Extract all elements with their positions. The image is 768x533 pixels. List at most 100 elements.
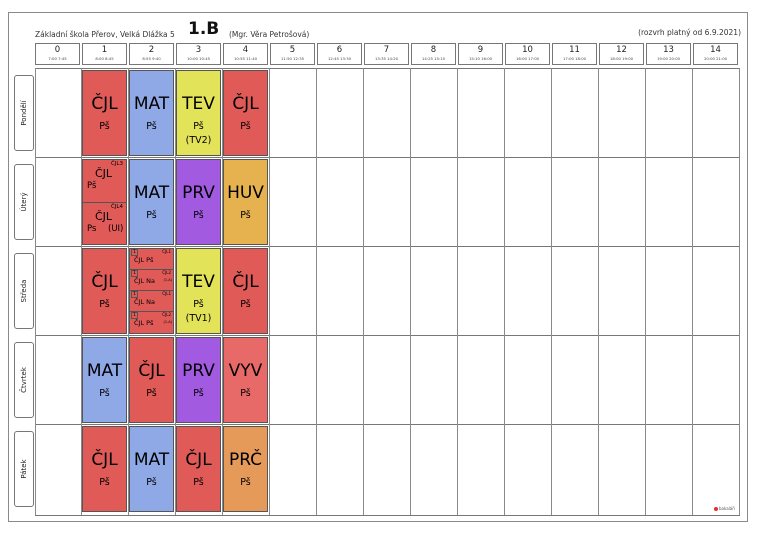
- lesson-subject: ČJL: [91, 272, 118, 292]
- grid-col-line: [35, 68, 36, 515]
- lesson-card[interactable]: HUV Pš: [223, 159, 268, 245]
- grid-col-line: [457, 68, 458, 515]
- lesson-subject: ČJL: [232, 94, 259, 114]
- lesson-teacher: Pš: [99, 299, 110, 310]
- grid-col-line: [598, 68, 599, 515]
- grid-row-line: [35, 335, 740, 336]
- period-time: 15:10 16:00: [468, 56, 493, 61]
- lesson-card[interactable]: TEV Pš (TV1): [176, 248, 221, 334]
- day-name: Pátek: [20, 459, 28, 479]
- period-number: 14: [710, 45, 721, 55]
- lesson-teacher: Pš: [240, 477, 251, 488]
- split-lesson-card[interactable]: ČJL3 ČJL Pš ČJL4 ČJL Ps (UI): [82, 159, 127, 245]
- grid-col-line: [175, 68, 176, 515]
- period-number: 13: [663, 45, 674, 55]
- lesson-subject: ČJL: [232, 272, 259, 292]
- day-label-thursday: Čtvrtek: [14, 342, 34, 418]
- grid-col-line: [81, 68, 82, 515]
- grid-col-line: [504, 68, 505, 515]
- lesson-group: ČJL2: [162, 312, 171, 317]
- lesson-card[interactable]: ČJL Pš: [223, 70, 268, 156]
- lesson-teacher: Pš: [99, 388, 110, 399]
- period-time: 16:00 17:00: [515, 56, 540, 61]
- group-number: 1: [131, 312, 138, 319]
- lesson-card[interactable]: PRV Pš: [176, 337, 221, 423]
- lesson-card[interactable]: ČJL Pš: [223, 248, 268, 334]
- lesson-card[interactable]: ČJL Pš: [176, 426, 221, 512]
- period-header: 5 11:50 12:35: [270, 43, 315, 65]
- lesson-text: ČJL Pš: [134, 256, 154, 264]
- grid-col-line: [269, 68, 270, 515]
- lesson-subject: TEV: [182, 272, 215, 292]
- lesson-card[interactable]: MAT Pš: [129, 70, 174, 156]
- period-number: 11: [569, 45, 580, 55]
- lesson-room: (1.A): [163, 278, 172, 282]
- group-lesson-row[interactable]: 1 ČJL2 ČJL Pš (1.A): [130, 312, 173, 333]
- lesson-subject: ČJL: [91, 94, 118, 114]
- lesson-subject: MAT: [133, 450, 170, 470]
- grid-col-line: [692, 68, 693, 515]
- grid-col-line: [128, 68, 129, 515]
- group-lesson-row[interactable]: 1 ČJL2 ČJL Na (1.A): [130, 270, 173, 291]
- split-lesson-part[interactable]: ČJL3 ČJL Pš: [83, 160, 126, 203]
- period-number: 1: [101, 45, 108, 55]
- period-header: 6 12:45 13:30: [317, 43, 362, 65]
- class-name: 1.B: [188, 19, 220, 39]
- lesson-teacher: Pš: [99, 121, 110, 132]
- lesson-teacher: Pš: [240, 388, 251, 399]
- lesson-teacher: Pš: [146, 210, 157, 221]
- lesson-card[interactable]: VYV Pš: [223, 337, 268, 423]
- period-time: 10:55 11:40: [233, 56, 258, 61]
- class-teacher: (Mgr. Věra Petrošová): [229, 30, 310, 39]
- lesson-card[interactable]: PRČ Pš: [223, 426, 268, 512]
- split-lesson-part[interactable]: ČJL4 ČJL Ps (UI): [83, 203, 126, 244]
- period-time: 12:45 13:30: [327, 56, 352, 61]
- grid-row-line: [35, 157, 740, 158]
- period-header: 11 17:00 18:00: [552, 43, 597, 65]
- group-number: 1: [131, 249, 138, 256]
- lesson-teacher: Pš: [240, 299, 251, 310]
- period-header: 14 20:00 21:00: [693, 43, 738, 65]
- lesson-card[interactable]: TEV Pš (TV2): [176, 70, 221, 156]
- lesson-group: ČJL2: [162, 270, 171, 275]
- validity-note: (rozvrh platný od 6.9.2021): [638, 28, 741, 37]
- lesson-subject: ČJL: [95, 167, 113, 180]
- lesson-teacher: Pš: [193, 210, 204, 221]
- lesson-card[interactable]: PRV Pš: [176, 159, 221, 245]
- day-label-tuesday: Úterý: [14, 164, 34, 240]
- period-time: 20:00 21:00: [703, 56, 728, 61]
- lesson-card[interactable]: MAT Pš: [129, 159, 174, 245]
- day-name: Pondělí: [20, 100, 28, 126]
- grid-row-line: [35, 424, 740, 425]
- grid-col-line: [410, 68, 411, 515]
- period-time: 19:00 20:00: [656, 56, 681, 61]
- lesson-teacher: Ps: [87, 224, 97, 234]
- lesson-subject: ČJL: [185, 450, 212, 470]
- day-label-monday: Pondělí: [14, 75, 34, 151]
- grid-row-line: [35, 246, 740, 247]
- period-header: 13 19:00 20:00: [646, 43, 691, 65]
- lesson-card[interactable]: ČJL Pš: [82, 426, 127, 512]
- lesson-subject: HUV: [227, 183, 264, 203]
- lesson-teacher: Pš: [146, 388, 157, 399]
- bakalari-logo: bakaláři: [714, 506, 735, 511]
- lesson-card[interactable]: MAT Pš: [82, 337, 127, 423]
- lesson-group: ČJL1: [162, 291, 171, 296]
- period-time: 8:55 9:40: [142, 56, 161, 61]
- period-header: 3 10:00 10:45: [176, 43, 221, 65]
- lesson-card[interactable]: MAT Pš: [129, 426, 174, 512]
- multi-group-lesson-card[interactable]: 1 ČJL1 ČJL Pš 1 ČJL2 ČJL Na (1.A) 1 ČJL1 ČJL Na…: [129, 248, 174, 334]
- period-time: 10:00 10:45: [186, 56, 211, 61]
- period-time: 8:00 8:45: [95, 56, 114, 61]
- day-label-wednesday: Středa: [14, 253, 34, 329]
- day-name: Středa: [20, 279, 28, 303]
- day-name: Úterý: [20, 192, 28, 212]
- lesson-text: ČJL Na: [134, 298, 155, 306]
- group-lesson-row[interactable]: 1 ČJL1 ČJL Na: [130, 291, 173, 312]
- period-time: 11:50 12:35: [280, 56, 305, 61]
- group-lesson-row[interactable]: 1 ČJL1 ČJL Pš: [130, 249, 173, 270]
- lesson-card[interactable]: ČJL Pš: [82, 70, 127, 156]
- lesson-card[interactable]: ČJL Pš: [129, 337, 174, 423]
- grid-row-line: [35, 68, 740, 69]
- lesson-card[interactable]: ČJL Pš: [82, 248, 127, 334]
